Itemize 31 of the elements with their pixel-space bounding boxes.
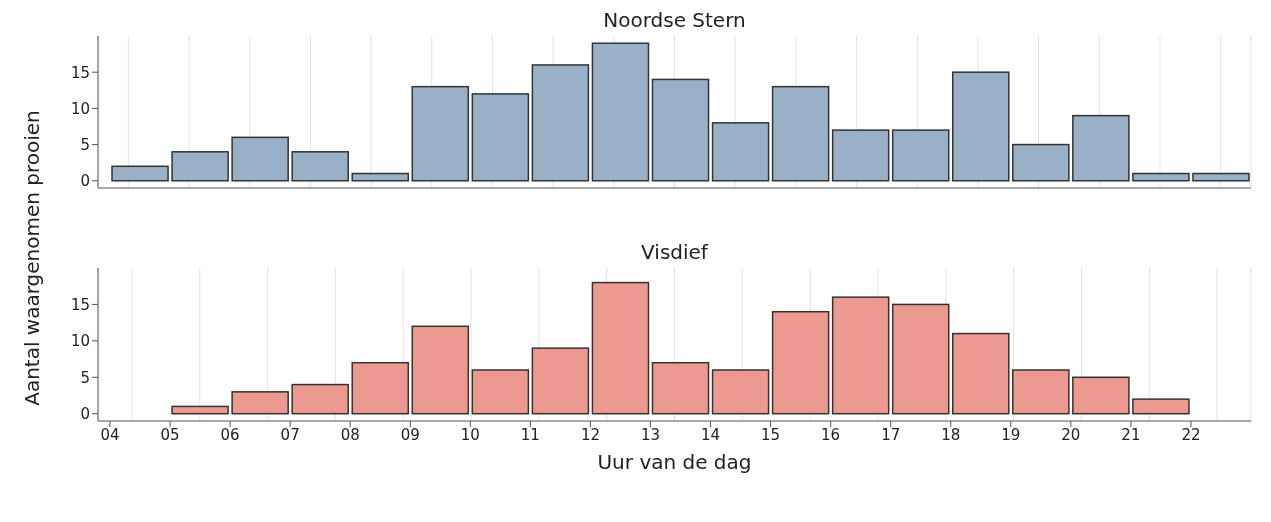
x-tick-label: 13 (640, 425, 661, 444)
x-tick-label: 06 (220, 425, 240, 444)
x-tick-label: 10 (460, 425, 480, 444)
x-tick-label: 08 (340, 425, 360, 444)
x-tick-label: 15 (761, 425, 781, 444)
x-tick-label: 19 (1001, 425, 1021, 444)
chart-title: Noordse Stern (602, 8, 747, 34)
x-tick-label: 12 (580, 425, 600, 444)
x-tick-label: 04 (100, 425, 120, 444)
x-axis-title: Uur van de dag (597, 450, 752, 474)
x-tick-label: 05 (160, 425, 180, 444)
y-tick-label: 5 (80, 135, 90, 154)
x-tick-label: 21 (1121, 425, 1141, 444)
y-tick-label: 10 (70, 332, 90, 351)
y-tick-label: 15 (70, 295, 90, 314)
y-tick-label: 15 (70, 63, 90, 82)
x-tick-label: 16 (821, 425, 841, 444)
y-tick-label: 0 (80, 172, 90, 191)
x-tick-label: 22 (1181, 425, 1201, 444)
x-tick-label: 09 (400, 425, 420, 444)
x-tick-label: 11 (520, 425, 540, 444)
x-tick-label: 17 (881, 425, 901, 444)
chart-title: Visdief (640, 240, 710, 266)
y-axis-title: Aantal waargenomen prooien (20, 110, 44, 406)
x-tick-label: 07 (280, 425, 300, 444)
x-tick-label: 14 (700, 425, 721, 444)
x-tick-label: 20 (1061, 425, 1081, 444)
y-tick-label: 0 (80, 405, 90, 424)
x-tick-label: 18 (941, 425, 961, 444)
y-tick-label: 5 (80, 368, 90, 387)
y-tick-label: 10 (70, 99, 90, 118)
